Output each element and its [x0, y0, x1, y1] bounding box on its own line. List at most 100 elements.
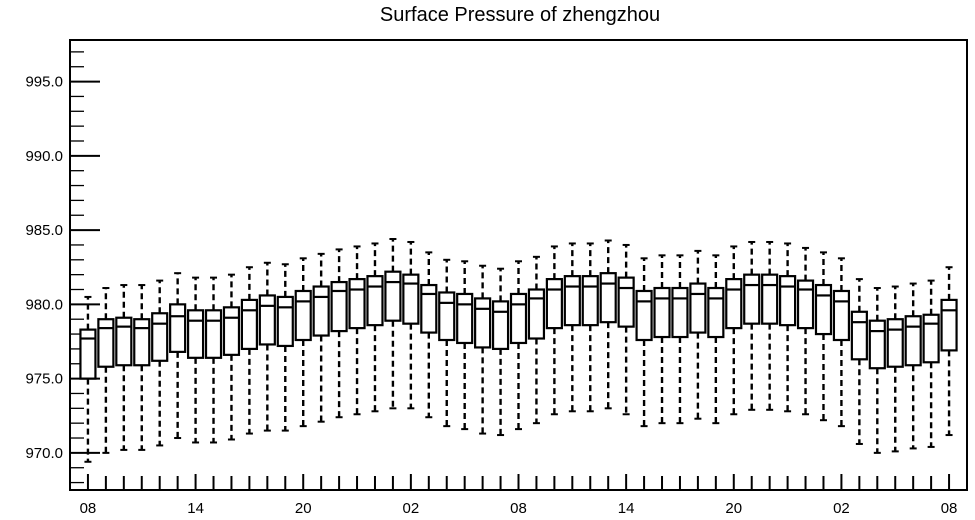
- box-group: [707, 254, 725, 425]
- box-group: [240, 266, 258, 435]
- iqr-box: [653, 286, 671, 339]
- iqr-box: [133, 318, 151, 367]
- x-tick-label: 20: [725, 500, 742, 517]
- iqr-box: [778, 275, 797, 327]
- iqr-box: [240, 298, 258, 351]
- iqr-box: [832, 289, 851, 342]
- iqr-box: [545, 278, 563, 330]
- x-tick-label: 14: [618, 500, 635, 517]
- box-group: [366, 242, 384, 413]
- iqr-box: [97, 318, 115, 368]
- iqr-box: [527, 288, 546, 340]
- iqr-box: [725, 278, 743, 330]
- box-group: [330, 248, 348, 419]
- box-group: [850, 278, 868, 445]
- iqr-box: [169, 303, 187, 353]
- box-group: [671, 254, 689, 425]
- box-group: [402, 240, 420, 410]
- iqr-box: [222, 306, 241, 356]
- x-tick-label: 02: [403, 500, 420, 517]
- iqr-box: [312, 285, 330, 337]
- box-group: [922, 279, 940, 448]
- x-tick-label: 08: [941, 500, 958, 517]
- iqr-box: [438, 291, 456, 342]
- box-group: [725, 245, 743, 416]
- box-group: [491, 267, 510, 437]
- box-group: [204, 276, 223, 444]
- box-group: [527, 255, 546, 425]
- box-group: [384, 238, 402, 410]
- box-group: [186, 276, 205, 444]
- iqr-box: [617, 276, 635, 328]
- y-tick-label: 975.0: [25, 371, 63, 388]
- box-group: [796, 246, 815, 416]
- box-group: [474, 264, 492, 435]
- box-group: [563, 242, 581, 413]
- chart-title: Surface Pressure of zhengzhou: [379, 4, 661, 26]
- boxes-layer: [79, 238, 958, 463]
- iqr-box: [707, 286, 725, 339]
- iqr-box: [204, 309, 223, 359]
- iqr-box: [366, 275, 384, 327]
- x-tick-label: 14: [187, 500, 204, 517]
- box-group: [581, 242, 599, 413]
- iqr-box: [563, 275, 581, 327]
- box-group: [832, 257, 851, 428]
- box-group: [79, 295, 97, 463]
- box-group: [743, 240, 761, 411]
- iqr-box: [294, 289, 312, 342]
- box-group: [312, 252, 330, 423]
- iqr-box: [258, 294, 276, 346]
- iqr-box: [886, 318, 904, 368]
- box-group: [438, 258, 456, 428]
- box-group: [689, 249, 707, 420]
- box-group: [761, 240, 779, 411]
- y-tick-label: 985.0: [25, 222, 63, 239]
- box-group: [940, 266, 958, 437]
- iqr-box: [509, 292, 528, 345]
- box-group: [635, 257, 653, 428]
- box-group: [814, 251, 833, 422]
- x-tick-label: 02: [833, 500, 850, 517]
- iqr-box: [689, 282, 707, 334]
- iqr-box: [850, 310, 868, 361]
- iqr-box: [581, 275, 599, 327]
- y-tick-label: 980.0: [25, 296, 63, 313]
- box-group: [276, 263, 294, 432]
- x-tick-label: 20: [295, 500, 312, 517]
- x-tick-label: 08: [80, 500, 97, 517]
- iqr-box: [814, 283, 833, 336]
- iqr-box: [868, 319, 886, 370]
- iqr-box: [186, 309, 205, 359]
- ticks-layer: 970.0 975.0 980.0 985.0 990.0 995.0 08 14 20 02 08…: [25, 51, 958, 517]
- box-group: [886, 285, 904, 453]
- box-group: [97, 287, 115, 454]
- box-group: [545, 245, 563, 416]
- box-group: [294, 257, 312, 428]
- iqr-box: [276, 295, 294, 348]
- iqr-box: [115, 316, 133, 367]
- box-group: [222, 273, 241, 441]
- x-tick-label: 08: [510, 500, 527, 517]
- box-group: [258, 261, 276, 432]
- box-group: [151, 279, 169, 447]
- box-group: [509, 260, 528, 431]
- iqr-box: [474, 297, 492, 349]
- y-tick-label: 990.0: [25, 148, 63, 165]
- iqr-box: [402, 273, 420, 325]
- iqr-box: [940, 298, 958, 352]
- iqr-box: [420, 283, 438, 334]
- iqr-box: [904, 315, 922, 367]
- iqr-box: [743, 273, 761, 325]
- iqr-box: [456, 292, 474, 345]
- box-group: [653, 254, 671, 425]
- box-group: [599, 239, 617, 410]
- iqr-box: [671, 286, 689, 339]
- box-group: [456, 260, 474, 431]
- box-group: [169, 272, 187, 440]
- iqr-box: [635, 289, 653, 342]
- box-group: [617, 243, 635, 416]
- iqr-box: [599, 272, 617, 324]
